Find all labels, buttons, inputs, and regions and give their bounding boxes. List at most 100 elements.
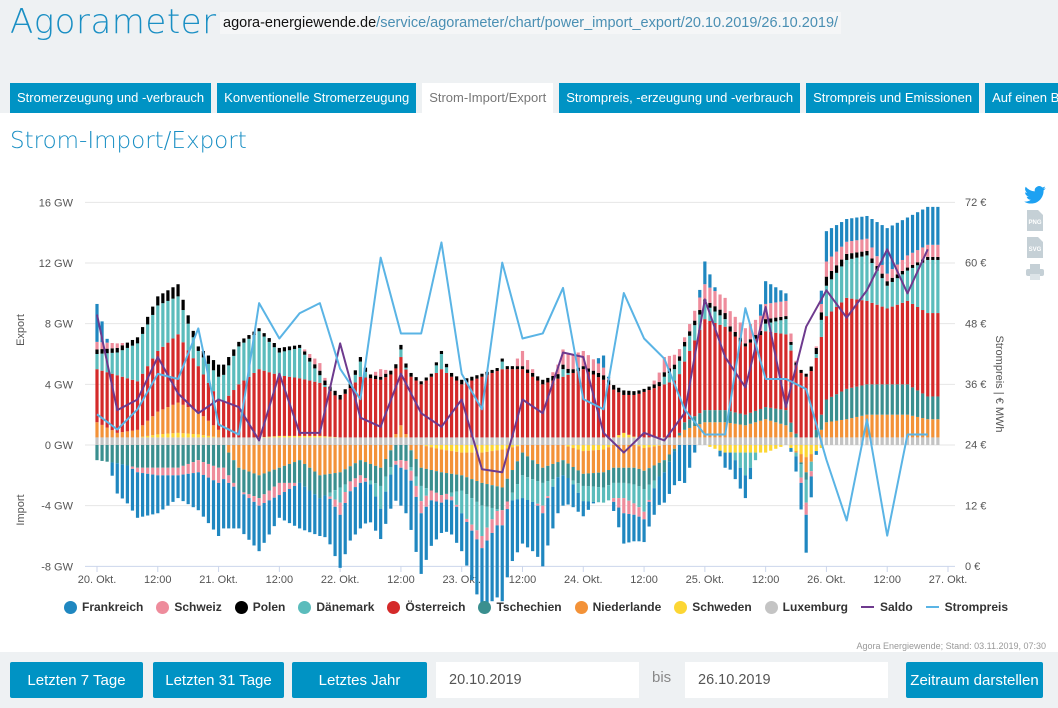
bar-dänemark bbox=[353, 374, 357, 383]
tab-import-export[interactable]: Strom-Import/Export bbox=[422, 83, 554, 113]
bar-schweden bbox=[632, 436, 636, 438]
tab-stromerzeugung[interactable]: Stromerzeugung und -verbrauch bbox=[10, 83, 212, 113]
bar-niederlande bbox=[348, 445, 352, 467]
bar-tschechien bbox=[819, 414, 823, 430]
legend-item-luxemburg[interactable]: Luxemburg bbox=[764, 600, 848, 614]
bar-frankreich bbox=[571, 484, 575, 508]
bar-luxemburg bbox=[900, 437, 905, 445]
bar-polen bbox=[247, 335, 251, 339]
bar-österreich bbox=[151, 358, 155, 417]
bar-schweden bbox=[748, 445, 753, 453]
bar-schweiz bbox=[429, 490, 433, 501]
bar-frankreich bbox=[905, 217, 910, 256]
bar-niederlande bbox=[389, 445, 393, 451]
bar-tschechien bbox=[303, 463, 307, 487]
bar-luxemburg bbox=[916, 437, 920, 445]
bar-frankreich bbox=[799, 482, 803, 510]
bar-schweden bbox=[591, 445, 596, 451]
bar-frankreich bbox=[829, 228, 834, 257]
bar-schweiz bbox=[733, 316, 737, 333]
to-date-input[interactable] bbox=[685, 662, 888, 698]
bar-luxemburg bbox=[657, 437, 661, 445]
bar-polen bbox=[581, 366, 585, 370]
bar-schweden bbox=[647, 445, 651, 448]
legend-item-niederlande[interactable]: Niederlande bbox=[574, 600, 661, 614]
bar-niederlande bbox=[95, 422, 99, 438]
bar-frankreich bbox=[232, 486, 236, 529]
tab-konventionelle[interactable]: Konventionelle Stromerzeugung bbox=[217, 83, 417, 113]
bar-niederlande bbox=[632, 445, 636, 468]
bar-schweiz bbox=[135, 467, 140, 473]
bar-schweden bbox=[455, 445, 459, 452]
bar-schweiz bbox=[374, 371, 378, 376]
bar-schweiz bbox=[358, 475, 363, 483]
bar-frankreich bbox=[612, 501, 616, 511]
legend-item-schweden[interactable]: Schweden bbox=[674, 600, 752, 614]
bar-schweiz bbox=[743, 328, 747, 344]
bar-schweiz bbox=[845, 241, 849, 254]
tab-strompreis-erzeugung[interactable]: Strompreis, -erzeugung und -verbrauch bbox=[559, 83, 801, 113]
bar-schweiz bbox=[409, 470, 413, 481]
last-31-days-button[interactable]: Letzten 31 Tage bbox=[153, 662, 284, 698]
bar-frankreich bbox=[419, 513, 423, 574]
bar-schweden bbox=[298, 435, 302, 438]
bar-schweiz bbox=[313, 358, 317, 365]
bar-frankreich bbox=[287, 488, 292, 524]
bar-dänemark bbox=[814, 354, 818, 358]
legend-item-schweiz[interactable]: Schweiz bbox=[156, 600, 222, 614]
bar-tschechien bbox=[151, 445, 155, 468]
twitter-icon[interactable] bbox=[1024, 186, 1046, 204]
show-range-button[interactable]: Zeitraum darstellen bbox=[906, 662, 1043, 698]
png-download-icon[interactable]: PNG bbox=[1024, 210, 1046, 231]
bar-tschechien bbox=[525, 456, 530, 478]
bar-luxemburg bbox=[895, 437, 899, 445]
legend-item-dänemark[interactable]: Dänemark bbox=[298, 600, 374, 614]
bar-schweiz bbox=[242, 492, 246, 495]
bar-frankreich bbox=[743, 475, 747, 499]
bar-österreich bbox=[399, 357, 403, 426]
svg-download-icon[interactable]: SVG bbox=[1024, 237, 1046, 258]
bar-schweiz bbox=[642, 511, 646, 520]
print-icon[interactable] bbox=[1024, 264, 1046, 280]
legend-item-österreich[interactable]: Österreich bbox=[387, 600, 465, 614]
bar-österreich bbox=[257, 369, 261, 438]
bar-frankreich bbox=[769, 284, 773, 304]
y-left-tick-label: -4 GW bbox=[41, 501, 73, 513]
url-bar[interactable]: agora-energiewende.de/service/agorameter… bbox=[220, 12, 842, 34]
bar-dänemark bbox=[176, 296, 180, 335]
from-date-input[interactable] bbox=[436, 662, 639, 698]
bar-niederlande bbox=[662, 445, 666, 461]
bar-tschechien bbox=[814, 429, 818, 438]
bar-tschechien bbox=[576, 470, 580, 484]
legend-item-saldo[interactable]: Saldo bbox=[861, 600, 913, 614]
bar-schweiz bbox=[434, 492, 438, 502]
bar-dänemark bbox=[161, 303, 165, 347]
legend-item-frankreich[interactable]: Frankreich bbox=[64, 600, 143, 614]
logo[interactable]: Agorameter bbox=[10, 2, 217, 42]
tab-strompreis-emissionen[interactable]: Strompreis und Emissionen bbox=[806, 83, 980, 113]
bar-polen bbox=[723, 313, 727, 320]
bar-österreich bbox=[490, 372, 494, 438]
tab-auf-einen-blick[interactable]: Auf einen Blick bbox=[985, 83, 1058, 113]
last-7-days-button[interactable]: Letzten 7 Tage bbox=[10, 662, 143, 698]
bar-schweiz bbox=[146, 467, 150, 474]
bar-österreich bbox=[444, 372, 449, 438]
bar-österreich bbox=[328, 391, 332, 437]
bar-frankreich bbox=[394, 464, 398, 501]
bar-österreich bbox=[840, 302, 844, 392]
bar-luxemburg bbox=[146, 437, 150, 445]
bar-schweiz bbox=[596, 363, 601, 373]
last-year-button[interactable]: Letztes Jahr bbox=[292, 662, 427, 698]
bar-niederlande bbox=[455, 451, 459, 475]
legend-item-tschechien[interactable]: Tschechien bbox=[478, 600, 562, 614]
legend-item-strompreis[interactable]: Strompreis bbox=[925, 600, 1008, 614]
bar-österreich bbox=[753, 338, 758, 411]
bar-schweden bbox=[642, 445, 646, 449]
bar-tschechien bbox=[672, 448, 677, 452]
bar-frankreich bbox=[338, 514, 342, 568]
bar-niederlande bbox=[449, 451, 454, 474]
bar-luxemburg bbox=[505, 437, 509, 445]
legend-item-polen[interactable]: Polen bbox=[234, 600, 285, 614]
bar-frankreich bbox=[105, 338, 109, 343]
bar-frankreich bbox=[515, 499, 520, 553]
